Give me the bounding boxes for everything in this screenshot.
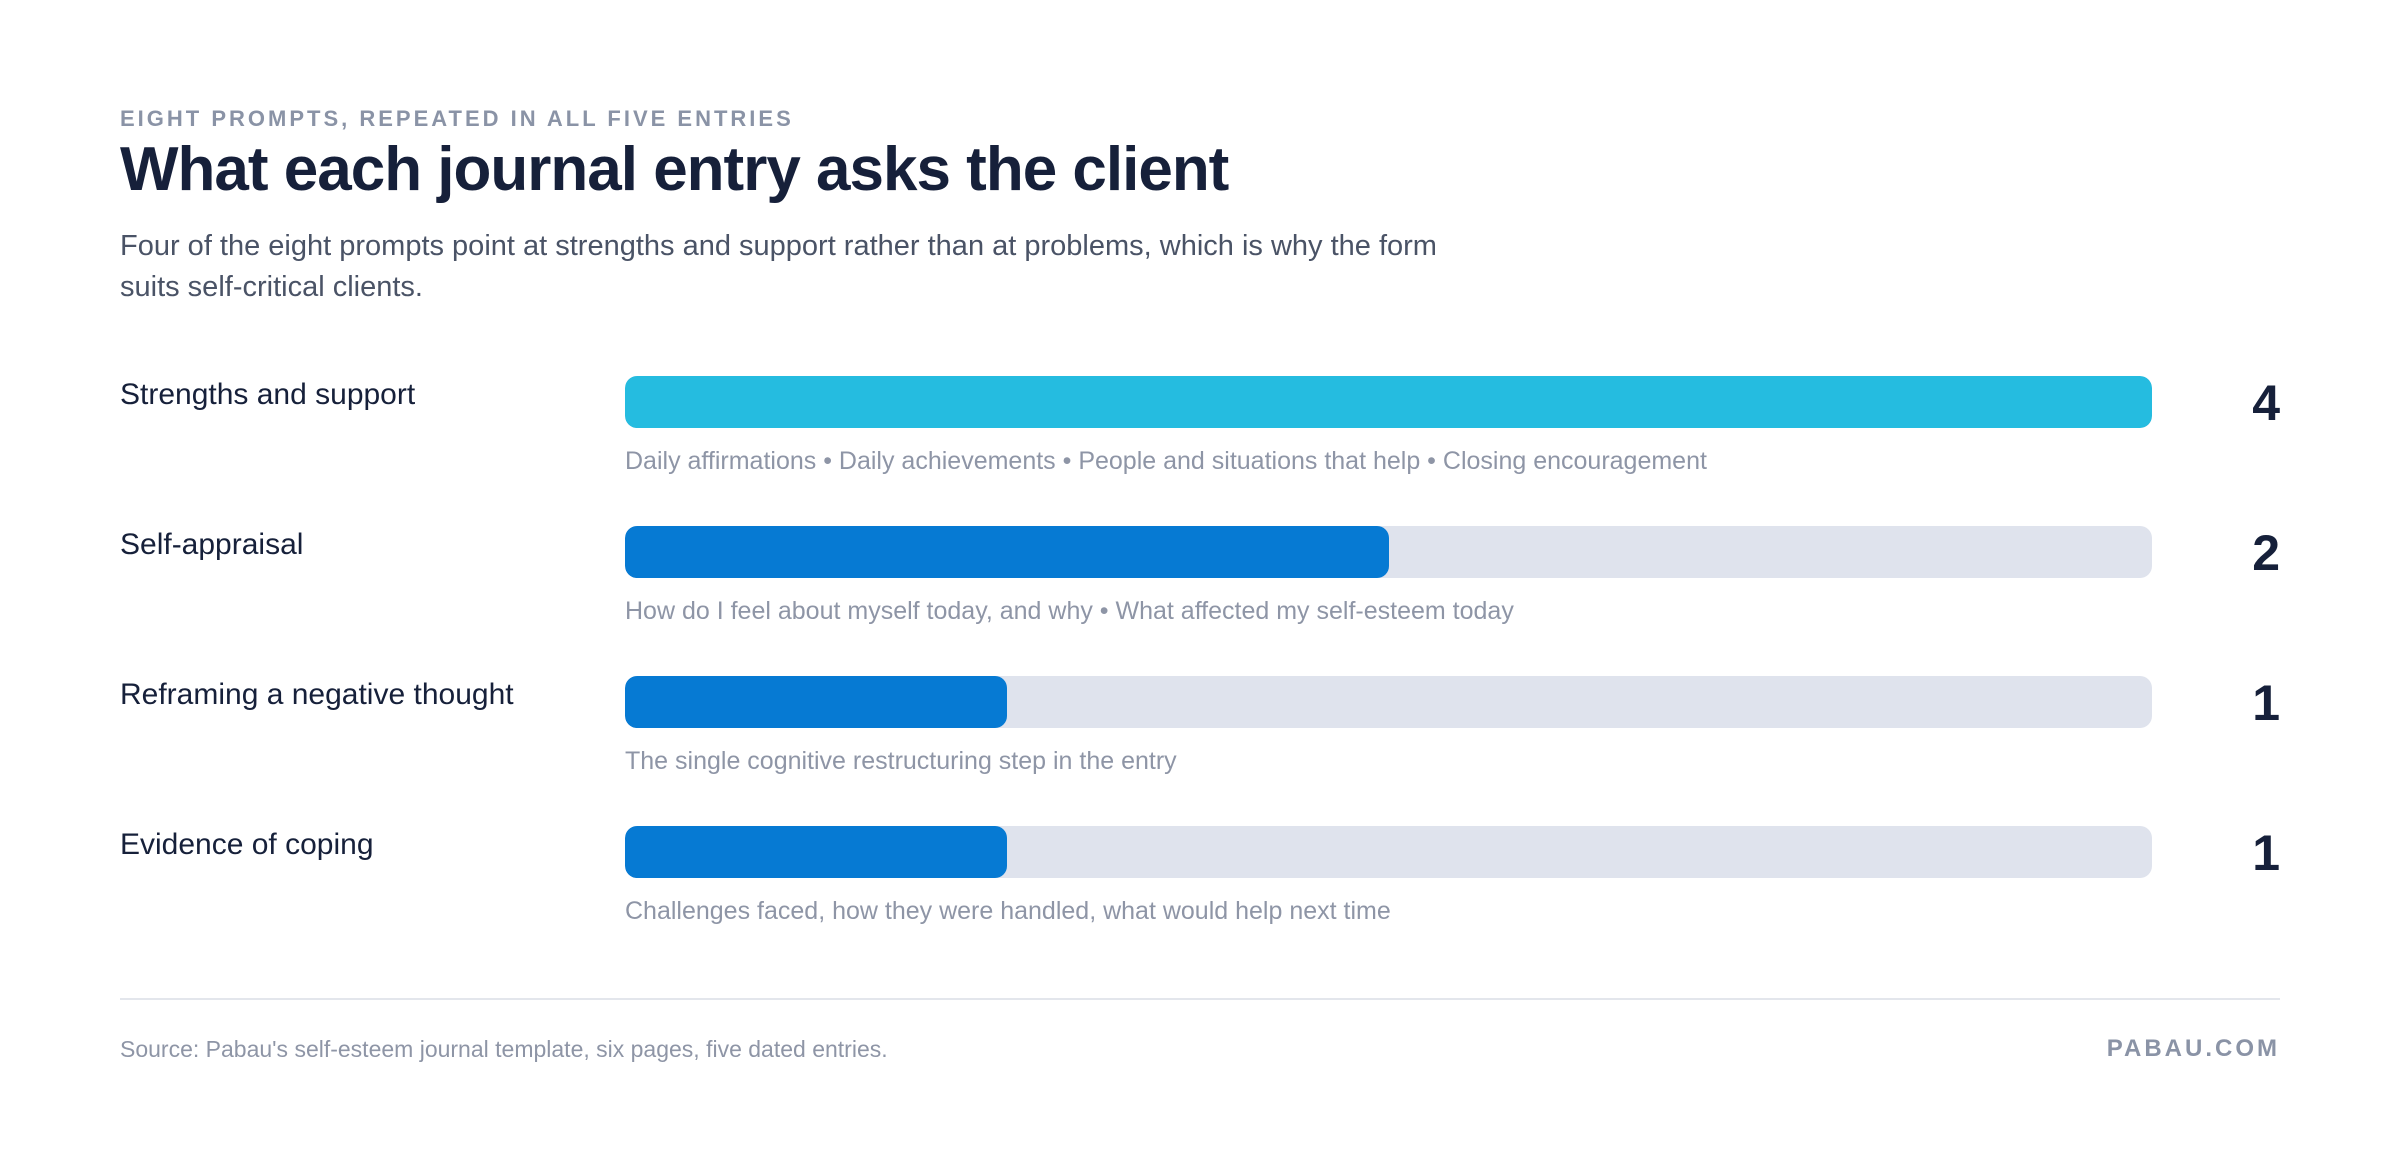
bar-track [625,676,2152,728]
value-label: 4 [2252,375,2280,431]
bar [625,376,2152,428]
eyebrow: EIGHT PROMPTS, REPEATED IN ALL FIVE ENTR… [120,106,794,131]
bar [625,526,1389,578]
bar-row: Self-appraisal 2 How do I feel about mysel… [120,522,2280,672]
page-title: What each journal entry asks the client [120,135,1229,204]
bar-note: The single cognitive restructuring step … [625,747,1177,775]
source-note: Source: Pabau's self-esteem journal temp… [120,1036,888,1062]
bar-track [625,526,2152,578]
bar [625,826,1007,878]
category-label: Strengths and support [120,378,416,411]
footer-divider [120,998,2280,1000]
bar [625,676,1007,728]
category-label: Self-appraisal [120,528,304,561]
bar-row: Evidence of coping 1 Challenges faced, how… [120,822,2280,972]
bar-note: How do I feel about myself today, and wh… [625,597,1514,625]
category-label: Evidence of coping [120,828,374,861]
bar-track [625,826,2152,878]
bar-row: Reframing a negative thought 1 The single … [120,672,2280,822]
value-label: 1 [2252,675,2280,731]
bar-note: Daily affirmations • Daily achievements … [625,447,1707,475]
chart-page: EIGHT PROMPTS, REPEATED IN ALL FIVE ENTR… [120,0,2280,1172]
brand-mark: PABAU.COM [2106,1035,2280,1062]
category-label: Reframing a negative thought [120,678,514,711]
value-label: 1 [2252,825,2280,881]
bar-note: Challenges faced, how they were handled,… [625,897,1391,925]
bar-track [625,376,2152,428]
bar-row: Strengths and support 4 Daily affirmations… [120,372,2280,522]
bar-chart: Strengths and support 4 Daily affirmations… [120,372,2280,972]
page-subtitle: Four of the eight prompts point at stren… [120,230,1437,303]
value-label: 2 [2252,525,2280,581]
